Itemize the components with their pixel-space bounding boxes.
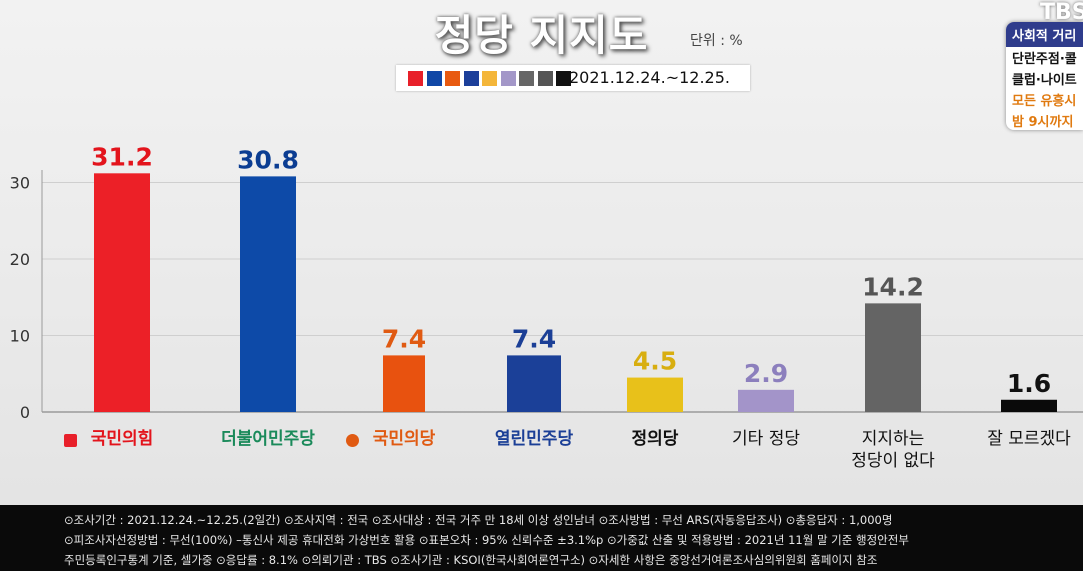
- data-label: 4.5: [633, 347, 677, 376]
- legend-swatch: [482, 71, 497, 86]
- bar: [1001, 399, 1057, 412]
- category-label: 국민의힘: [47, 428, 197, 450]
- data-label: 7.4: [382, 324, 426, 353]
- legend-swatch: [519, 71, 534, 86]
- category-label: 정의당: [580, 428, 730, 450]
- category-label-line: 정당이 없다: [851, 451, 935, 471]
- survey-footnote: ⊙조사기간 : 2021.12.24.~12.25.(2일간) ⊙조사지역 : …: [0, 505, 1083, 571]
- y-tick-label: 20: [10, 250, 30, 269]
- y-tick-label: 0: [20, 403, 30, 422]
- badge-header: 사회적 거리: [1006, 22, 1083, 47]
- legend-bar: 2021.12.24.~12.25.: [396, 65, 750, 91]
- legend-swatch: [463, 71, 479, 86]
- category-label-line: 국민의힘: [90, 429, 154, 449]
- category-label: 국민의당: [329, 428, 479, 450]
- data-label: 30.8: [237, 145, 299, 174]
- category-label: 지지하는 정당이 없다: [818, 428, 968, 472]
- bar: [738, 389, 794, 412]
- bar: [865, 303, 921, 412]
- data-label: 1.6: [1007, 369, 1051, 398]
- category-label: 더불어민주당: [193, 428, 343, 450]
- data-label: 14.2: [862, 272, 924, 301]
- bar: [240, 176, 296, 412]
- category-label: 잘 모르겠다: [954, 428, 1083, 450]
- legend-swatch: [426, 71, 442, 86]
- footnote-line: 주민등록인구통계 기준, 셀가중 ⊙응답률 : 8.1% ⊙의뢰기관 : TBS…: [64, 553, 878, 567]
- survey-period: 2021.12.24.~12.25.: [569, 68, 730, 87]
- badge-line: 밤 9시까지: [1012, 115, 1074, 130]
- footnote-line: ⊙피조사자선정방법 : 무선(100%) –통신사 제공 휴대전화 가상번호 활…: [64, 533, 909, 547]
- footnote-line: ⊙조사기간 : 2021.12.24.~12.25.(2일간) ⊙조사지역 : …: [64, 513, 893, 527]
- bar: [627, 377, 683, 412]
- category-label-line: 잘 모르겠다: [987, 429, 1071, 449]
- category-label: 기타 정당: [691, 428, 841, 450]
- news-ticker-badge: 사회적 거리 단란주점·콜 클럽·나이트 모든 유흥시 밤 9시까지: [1006, 22, 1083, 130]
- y-tick-label: 10: [10, 327, 30, 346]
- legend-swatch: [408, 71, 423, 86]
- party-emblem-icon: [346, 434, 359, 447]
- data-label: 7.4: [512, 324, 556, 353]
- badge-line: 단란주점·콜: [1012, 52, 1077, 67]
- category-label-line: 지지하는: [861, 429, 925, 449]
- legend-swatch: [445, 71, 460, 86]
- category-label-line: 기타 정당: [732, 429, 800, 449]
- y-tick-label: 30: [10, 174, 30, 193]
- bar: [507, 355, 561, 412]
- badge-line: 모든 유흥시: [1012, 94, 1077, 109]
- legend-swatch: [537, 71, 553, 86]
- category-label-line: 더불어민주당: [221, 429, 315, 449]
- data-label: 31.2: [91, 142, 153, 171]
- bar: [94, 173, 150, 412]
- category-label-line: 열린민주당: [494, 429, 574, 449]
- category-label-line: 국민의당: [372, 429, 436, 449]
- category-label: 열린민주당: [459, 428, 609, 450]
- chart-title: 정당 지지도: [434, 11, 649, 60]
- bar-chart: 0 10 20 30 31.2 30.8 7.4 7.4 4.5 2.9 14.2 1.6: [10, 142, 1083, 422]
- data-label: 2.9: [744, 359, 788, 388]
- bar: [383, 355, 425, 412]
- badge-line: 클럽·나이트: [1012, 73, 1077, 88]
- category-label-line: 정의당: [631, 429, 679, 449]
- legend-swatch: [500, 71, 516, 86]
- legend-swatch: [556, 71, 571, 86]
- unit-label: 단위 : %: [690, 33, 743, 49]
- party-emblem-icon: [64, 434, 77, 447]
- broadcaster-logo: TBS: [1040, 0, 1083, 25]
